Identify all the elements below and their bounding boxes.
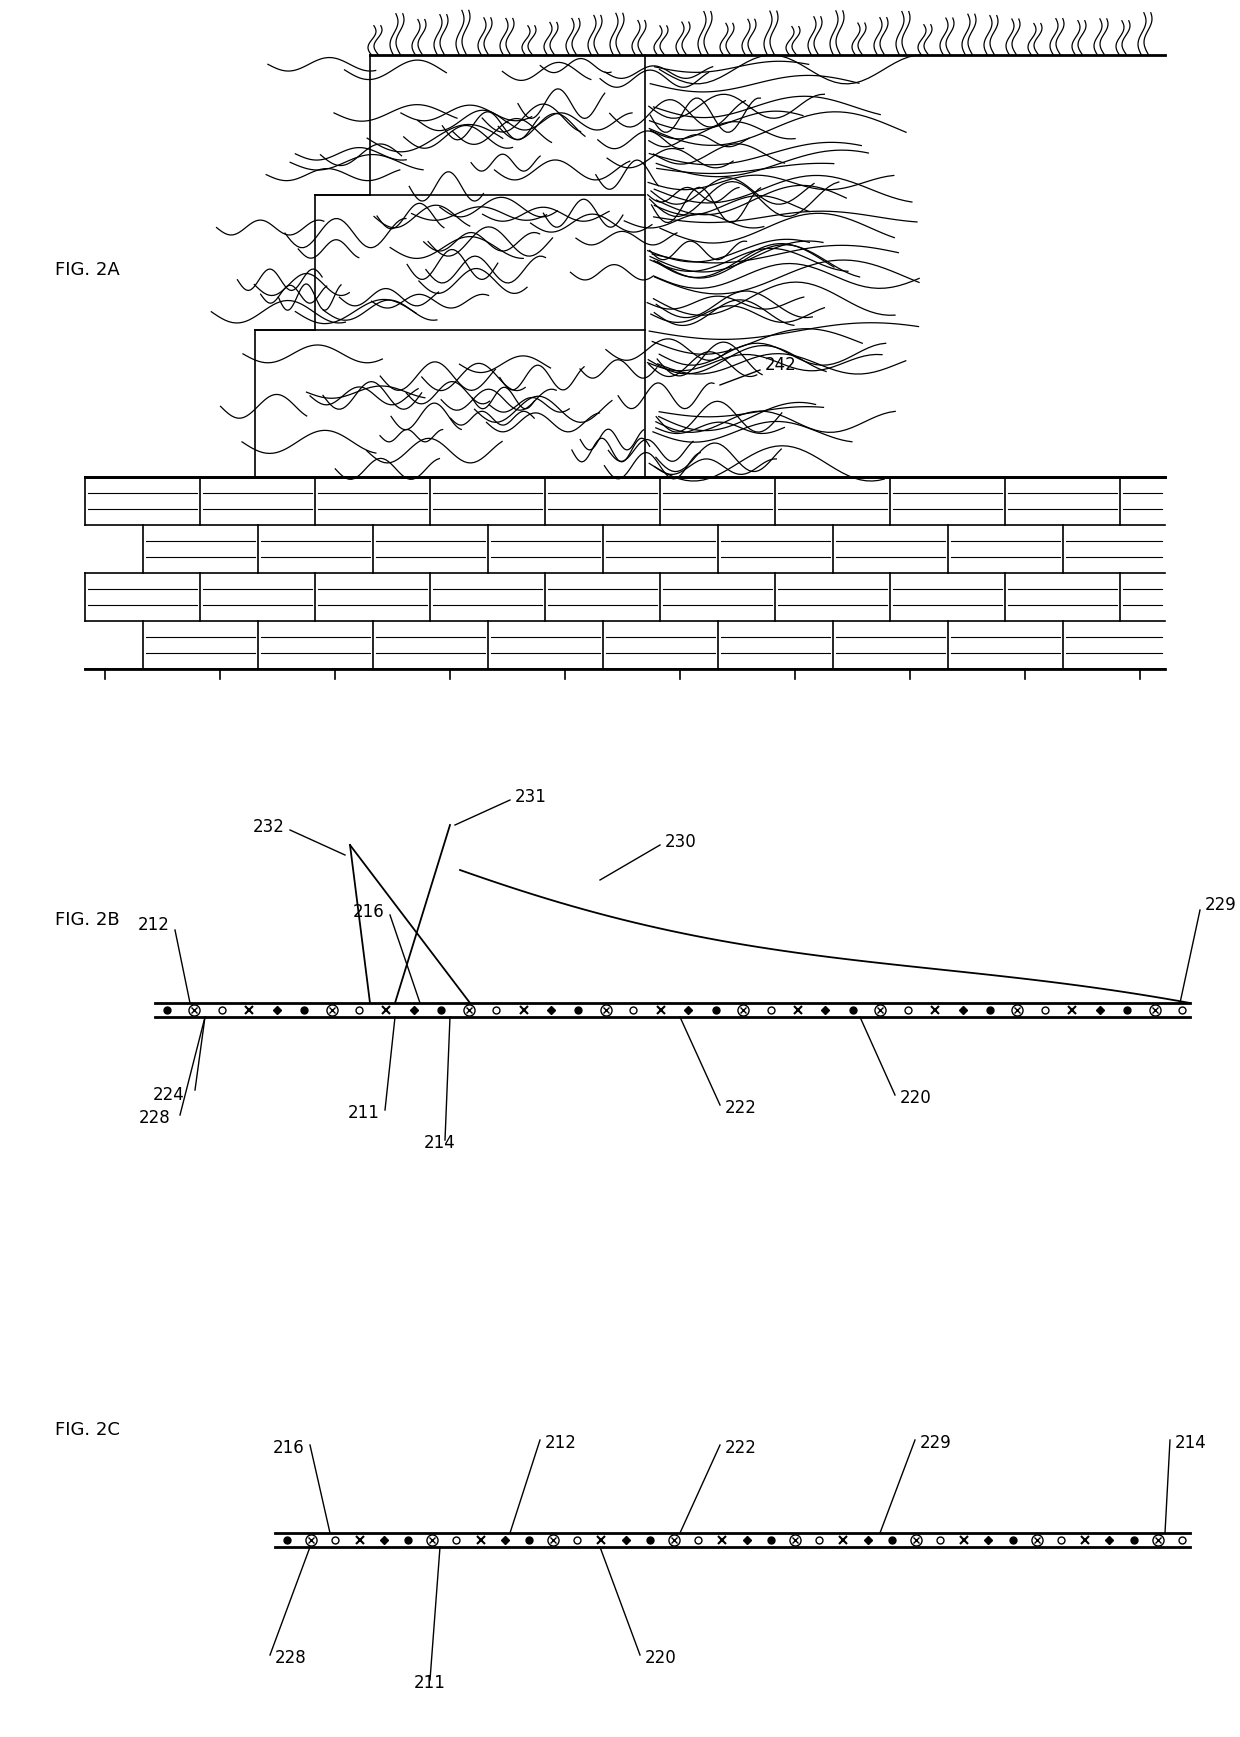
Text: 216: 216 (273, 1438, 305, 1457)
Text: 228: 228 (275, 1648, 306, 1668)
Text: 229: 229 (1205, 896, 1236, 914)
Text: 230: 230 (665, 834, 697, 851)
Text: 222: 222 (725, 1100, 756, 1117)
Text: FIG. 2A: FIG. 2A (55, 261, 120, 280)
Text: FIG. 2B: FIG. 2B (55, 910, 119, 929)
Text: 214: 214 (424, 1134, 456, 1152)
Text: FIG. 2C: FIG. 2C (55, 1421, 120, 1438)
Text: 211: 211 (348, 1105, 379, 1122)
Text: 211: 211 (414, 1674, 446, 1692)
Text: 231: 231 (515, 789, 547, 806)
Text: 212: 212 (138, 915, 170, 935)
Text: 222: 222 (725, 1438, 756, 1457)
Text: 214: 214 (1176, 1435, 1207, 1452)
Text: 220: 220 (645, 1648, 677, 1668)
Text: 232: 232 (253, 818, 285, 835)
Text: 228: 228 (138, 1108, 170, 1127)
Text: 242: 242 (765, 356, 797, 373)
Text: 229: 229 (920, 1435, 952, 1452)
Text: 212: 212 (546, 1435, 577, 1452)
Text: 216: 216 (353, 903, 384, 921)
Text: 224: 224 (154, 1086, 185, 1105)
Text: 220: 220 (900, 1089, 931, 1106)
